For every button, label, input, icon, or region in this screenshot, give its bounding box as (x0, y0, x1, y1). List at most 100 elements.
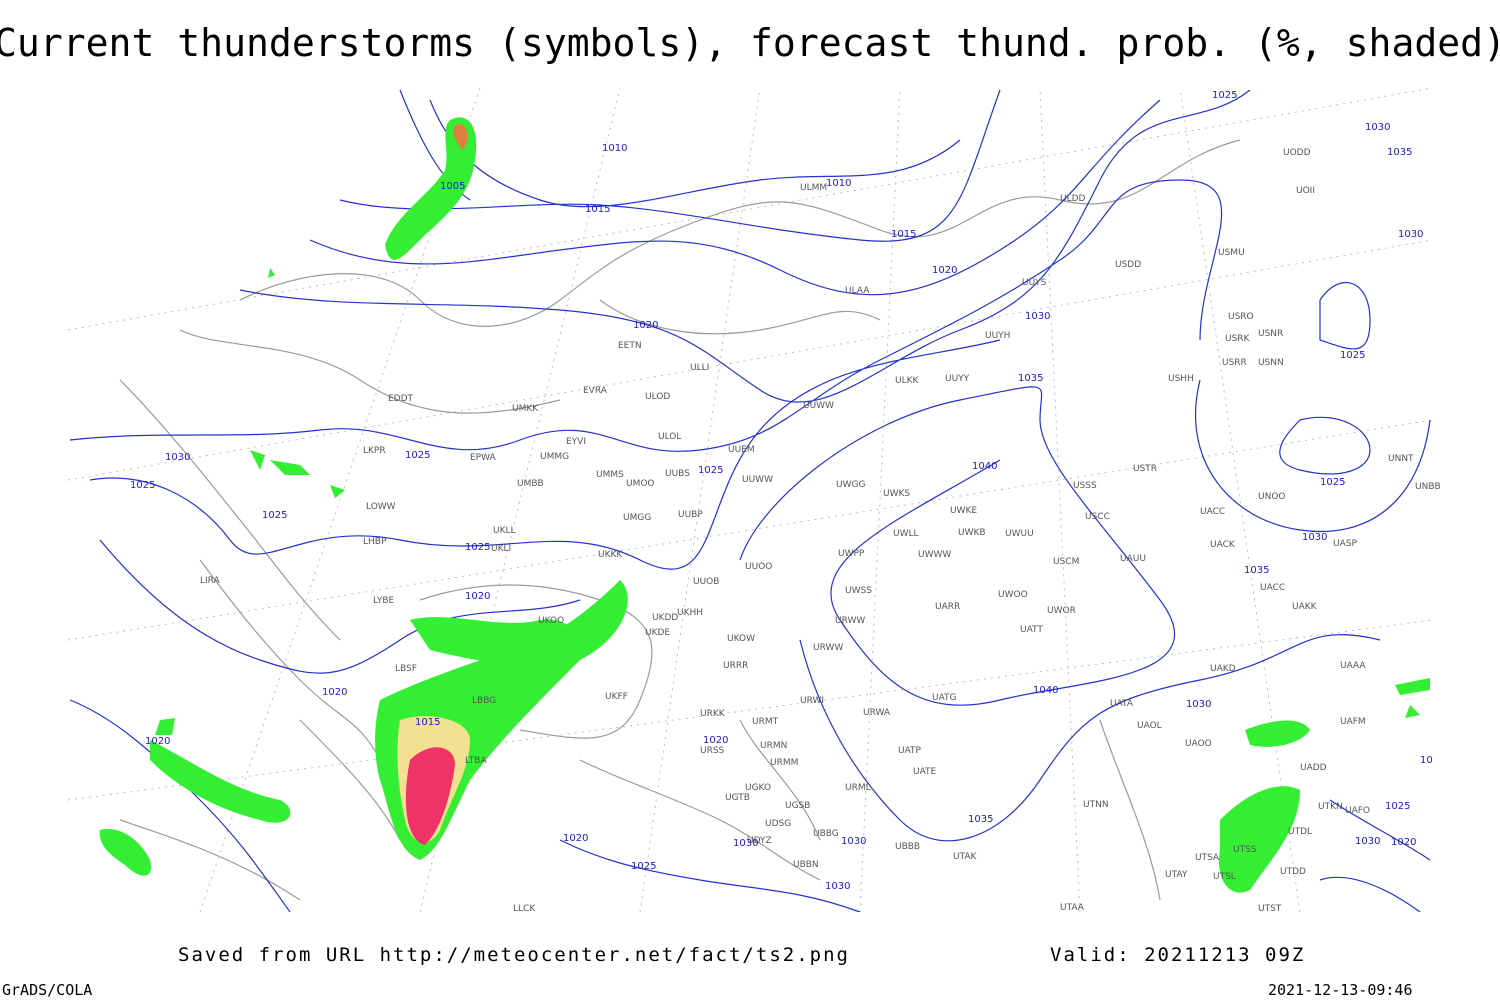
station-label: UADD (1300, 763, 1327, 773)
isobar-label: 1020 (1391, 837, 1416, 848)
station-label: UATG (932, 693, 957, 703)
station-label: UWPP (838, 549, 865, 559)
station-label: UMMS (596, 470, 624, 480)
isobar-label: 1030 (841, 836, 866, 847)
station-label: URMM (770, 758, 798, 768)
coastlines (119, 139, 1241, 901)
station-label: UACK (1210, 540, 1236, 550)
shaded-area (385, 117, 477, 260)
station-label: UAOO (1185, 739, 1212, 749)
station-label: URSS (700, 746, 725, 756)
station-label: UUYY (945, 374, 970, 384)
station-label: USTR (1133, 464, 1157, 474)
station-label: UTSS (1233, 845, 1257, 855)
isobar-label: 1030 (1186, 699, 1211, 710)
isobar-label: 1025 (262, 510, 287, 521)
isobar-label: 1035 (1387, 147, 1412, 158)
station-label: UAOL (1137, 721, 1162, 731)
station-label: UDSG (765, 819, 791, 829)
isobar-label: 1025 (1212, 90, 1237, 101)
station-label: EETN (618, 341, 642, 351)
station-label: UTSL (1213, 872, 1236, 882)
valid-time: Valid: 20211213 09Z (1050, 944, 1305, 966)
station-label: UAKK (1292, 602, 1318, 612)
isobar-label: 1005 (440, 181, 465, 192)
station-label: UTAK (953, 852, 978, 862)
station-label: UTNN (1083, 800, 1109, 810)
station-label: UMKK (512, 404, 539, 414)
isobar-label: 1035 (1244, 565, 1269, 576)
shaded-area (410, 617, 575, 665)
station-label: UUWW (803, 401, 834, 411)
isobar-label: 1030 (1398, 229, 1423, 240)
station-label: UTAA (1060, 903, 1085, 913)
station-label: UAAA (1340, 661, 1366, 671)
map-frame (67, 87, 1433, 913)
station-label: UDYZ (747, 836, 772, 846)
isobar-label: 1030 (165, 452, 190, 463)
isobar-label: 1010 (602, 143, 627, 154)
isobar-label: 1025 (405, 450, 430, 461)
isobar-label: 1025 (1320, 477, 1345, 488)
station-label: UNOO (1258, 492, 1286, 502)
station-label: LYBE (373, 596, 394, 606)
software: GrADS/COLA (2, 981, 92, 999)
station-label: UKDD (652, 613, 678, 623)
station-label: LKPR (363, 446, 386, 456)
station-label: UBBG (813, 829, 839, 839)
shaded-area (150, 740, 291, 823)
station-label: UUEM (728, 445, 755, 455)
station-label: UATE (913, 767, 937, 777)
station-label: USMU (1218, 248, 1245, 258)
station-label: USCM (1053, 557, 1079, 567)
station-label: UACC (1260, 583, 1285, 593)
station-label: URWA (863, 708, 891, 718)
station-label: USSS (1073, 481, 1097, 491)
station-label: USNR (1258, 329, 1283, 339)
station-label: EVRA (583, 386, 608, 396)
station-label: UUBP (678, 510, 703, 520)
station-label: UMMG (540, 452, 569, 462)
station-label: URMN (760, 741, 787, 751)
isobar-label: 1015 (415, 717, 440, 728)
station-label: USRR (1222, 358, 1247, 368)
footer-background (0, 912, 1500, 1000)
isobar-label: 1030 (825, 881, 850, 892)
shaded-area (1245, 720, 1310, 747)
map-labels: ULMM ULDD UODD UOII USDD USMU ULAA UUYS USRO USRK… (130, 90, 1441, 914)
station-label: UTSA (1195, 853, 1220, 863)
station-label: URWW (813, 643, 843, 653)
station-label: UAFM (1340, 717, 1366, 727)
title: Current thunderstorms (symbols), forecas… (0, 21, 1500, 65)
isobar-label: 1030 (733, 838, 758, 849)
shaded-area (99, 829, 151, 876)
station-label: LTBA (465, 756, 487, 766)
station-label: UMOO (626, 479, 655, 489)
station-label: ULLI (690, 363, 709, 373)
station-label: URWW (835, 616, 865, 626)
station-label: UARR (935, 602, 960, 612)
station-label: UWKB (958, 528, 986, 538)
station-label: UKKK (598, 550, 623, 560)
station-label: EDDT (388, 394, 414, 404)
station-label: UUYS (1022, 278, 1047, 288)
isobar-label: 1025 (465, 542, 490, 553)
isobar-label: 1020 (633, 320, 658, 331)
station-label: UWGG (836, 480, 865, 490)
isobar-label: 1030 (1302, 532, 1327, 543)
station-label: USDD (1115, 260, 1141, 270)
station-label: UWWW (918, 550, 951, 560)
station-label: UGKO (745, 783, 771, 793)
station-label: USNN (1258, 358, 1284, 368)
station-label: UWUU (1005, 529, 1034, 539)
station-label: UGSB (785, 801, 810, 811)
isobar-label: 1025 (631, 861, 656, 872)
station-label: UKLI (491, 544, 511, 554)
shaded-area (405, 747, 455, 845)
station-label: UUOB (693, 577, 719, 587)
station-label: UACC (1200, 507, 1225, 517)
thunderstorm-probability (99, 117, 1430, 893)
station-label: LBBG (472, 696, 496, 706)
station-label: UWLL (893, 529, 919, 539)
